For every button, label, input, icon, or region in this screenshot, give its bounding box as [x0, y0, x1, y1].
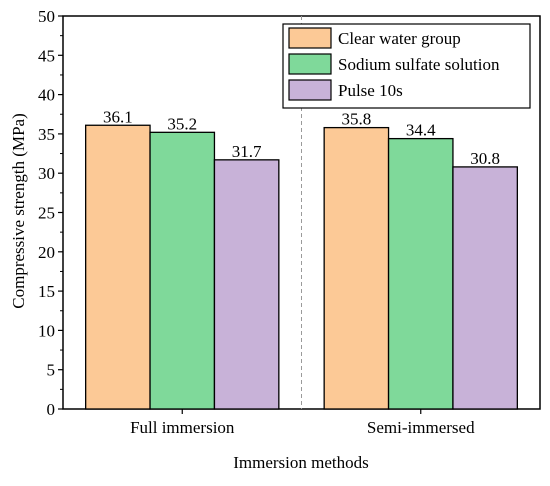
legend-label: Sodium sulfate solution	[338, 55, 500, 74]
y-tick-label: 0	[47, 400, 56, 419]
bar	[452, 166, 518, 410]
axes-layer: 0 5 10 15 20 25 30 35 40 45 50 Full immersion Semi-i…	[38, 7, 541, 437]
y-tick-label: 15	[38, 282, 55, 301]
legend-label: Clear water group	[338, 29, 461, 48]
bar	[85, 124, 151, 410]
legend-swatch	[288, 53, 332, 75]
x-category-label: Semi-immersed	[367, 418, 475, 437]
y-tick-label: 30	[38, 164, 55, 183]
y-tick-label: 5	[47, 361, 56, 380]
y-tick-label: 10	[38, 321, 55, 340]
x-category-label: Full immersion	[130, 418, 235, 437]
y-tick-label: 35	[38, 125, 55, 144]
legend-label: Pulse 10s	[338, 81, 403, 100]
legend-swatch	[288, 79, 332, 101]
x-axis-title: Immersion methods	[233, 453, 369, 472]
bar-value-label: 35.2	[167, 114, 197, 133]
bar	[323, 126, 390, 410]
y-tick-label: 40	[38, 86, 55, 105]
y-tick-label: 20	[38, 243, 55, 262]
bar-value-label: 30.8	[470, 149, 500, 168]
y-axis-title: Compressive strength (MPa)	[9, 113, 28, 308]
y-tick-label: 25	[38, 204, 55, 223]
bar	[213, 159, 280, 410]
y-tick-label: 45	[38, 46, 55, 65]
bar	[387, 137, 454, 410]
bars-layer	[85, 124, 518, 410]
legend-swatch	[288, 27, 332, 49]
labels-layer: 36.1 35.2 31.7 35.8 34.4 30.8	[103, 107, 500, 168]
y-tick-label: 50	[38, 7, 55, 26]
bar-value-label: 35.8	[341, 110, 371, 129]
bar-value-label: 31.7	[232, 142, 262, 161]
legend: Clear water group Sodium sulfate solution…	[282, 23, 531, 109]
bar	[149, 131, 216, 410]
bar-value-label: 36.1	[103, 107, 133, 126]
bar-value-label: 34.4	[406, 121, 436, 140]
